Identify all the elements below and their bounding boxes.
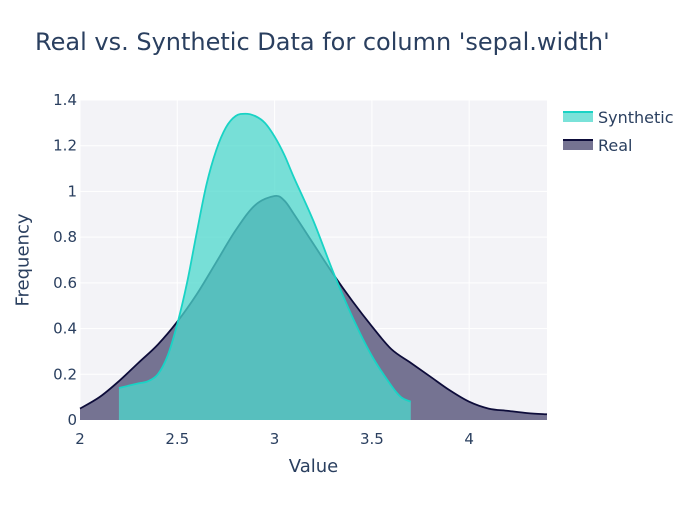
y-tick-label: 1.4	[53, 91, 77, 109]
x-tick-label: 4	[464, 430, 474, 448]
y-tick-label: 0	[67, 411, 77, 429]
legend-item-real[interactable]: Real	[563, 136, 633, 155]
y-tick-label: 0.6	[53, 274, 77, 292]
y-tick-label: 1	[67, 182, 77, 200]
legend-item-synthetic[interactable]: Synthetic	[563, 108, 674, 127]
y-axis-title: Frequency	[12, 213, 33, 306]
series-layer	[79, 112, 548, 420]
synthetic-line	[118, 112, 412, 403]
chart-title: Real vs. Synthetic Data for column 'sepa…	[35, 28, 610, 56]
legend-swatch-real	[563, 140, 593, 150]
x-tick-label: 3.5	[360, 430, 384, 448]
x-axis-title: Value	[289, 456, 338, 477]
x-tick-label: 3	[270, 430, 280, 448]
legend-label-synthetic: Synthetic	[598, 108, 674, 127]
legend-swatch-synthetic	[563, 112, 593, 122]
y-tick-label: 0.8	[53, 228, 77, 246]
y-tick-label: 0.2	[53, 365, 77, 383]
legend[interactable]: Synthetic Real	[563, 108, 674, 155]
x-tick-label: 2	[75, 430, 85, 448]
legend-label-real: Real	[598, 136, 633, 155]
y-tick-label: 0.4	[53, 320, 77, 338]
synthetic-area	[118, 113, 411, 420]
x-tick-label: 2.5	[165, 430, 189, 448]
y-tick-label: 1.2	[53, 137, 77, 155]
tick-labels: 2 2.5 3 3.5 4 0 0.2 0.4 0.6 0.8 1 1.2 1.4	[53, 91, 474, 448]
